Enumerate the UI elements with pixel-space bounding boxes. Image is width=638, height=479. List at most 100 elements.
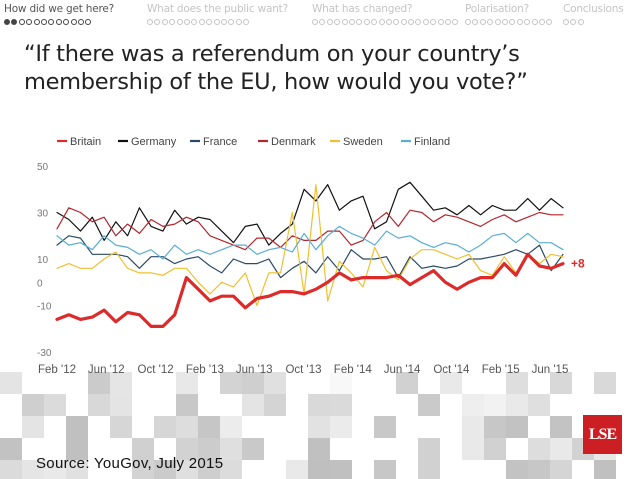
progress-dot xyxy=(26,19,33,25)
nav-section-conclusions[interactable]: Conclusions xyxy=(563,3,624,25)
mosaic-tile xyxy=(506,394,528,416)
nav-progress-dots xyxy=(312,19,459,25)
progress-dot xyxy=(430,19,437,25)
x-tick-label: Feb '13 xyxy=(186,364,224,376)
mosaic-tile xyxy=(154,460,176,479)
mosaic-tile xyxy=(110,372,132,394)
mosaic-tile xyxy=(440,372,462,394)
progress-dot xyxy=(220,19,227,25)
mosaic-tile xyxy=(528,460,550,479)
mosaic-tile xyxy=(22,460,44,479)
mosaic-tile xyxy=(22,416,44,438)
mosaic-tile xyxy=(462,416,484,438)
slide-title-line-2: membership of the EU, how would you vote… xyxy=(24,69,528,95)
mosaic-tile xyxy=(132,438,154,460)
progress-dot xyxy=(509,19,516,25)
progress-dot xyxy=(147,19,153,25)
progress-dot xyxy=(319,19,326,25)
mosaic-tile xyxy=(176,394,198,416)
mosaic-tile xyxy=(220,372,242,394)
progress-dot xyxy=(4,19,10,25)
x-tick-label: Feb '12 xyxy=(38,364,76,376)
nav-progress-dots xyxy=(465,19,553,25)
progress-dot xyxy=(472,19,479,25)
nav-section-how-did-we-get-here[interactable]: How did we get here? xyxy=(4,3,114,25)
mosaic-tile xyxy=(176,460,198,479)
mosaic-tile xyxy=(594,460,616,479)
mosaic-tile xyxy=(462,394,484,416)
mosaic-tile xyxy=(484,394,506,416)
progress-dot xyxy=(63,19,70,25)
mosaic-tile xyxy=(396,372,418,394)
x-tick-label: Feb '14 xyxy=(334,364,373,376)
mosaic-tile xyxy=(220,460,242,479)
x-tick-label: Jun '13 xyxy=(236,364,273,376)
progress-dot xyxy=(452,19,459,25)
mosaic-tile xyxy=(550,372,572,394)
progress-dot xyxy=(524,19,531,25)
progress-dot xyxy=(393,19,400,25)
mosaic-tile xyxy=(550,460,572,479)
nav-section-public-want[interactable]: What does the public want? xyxy=(147,3,288,25)
progress-dot xyxy=(243,19,250,25)
mosaic-tile xyxy=(242,394,264,416)
progress-dot xyxy=(501,19,508,25)
mosaic-tile xyxy=(220,416,242,438)
mosaic-tile xyxy=(176,372,198,394)
progress-dot xyxy=(445,19,452,25)
progress-dot xyxy=(48,19,55,25)
mosaic-tile xyxy=(66,460,88,479)
progress-dot xyxy=(33,19,40,25)
mosaic-tile xyxy=(198,416,220,438)
lse-logo: LSE xyxy=(583,415,622,454)
mosaic-tile xyxy=(22,394,44,416)
progress-dot xyxy=(415,19,422,25)
progress-dot xyxy=(363,19,370,25)
progress-dot xyxy=(312,19,318,25)
series-line-germany xyxy=(56,181,564,246)
progress-dot xyxy=(400,19,407,25)
x-tick-label: Feb '15 xyxy=(482,364,520,376)
progress-dot xyxy=(487,19,494,25)
mosaic-tile xyxy=(0,438,22,460)
nav-section-label: Polarisation? xyxy=(465,3,529,15)
mosaic-tile xyxy=(198,438,220,460)
nav-section-label: What does the public want? xyxy=(147,3,288,15)
legend-label: Denmark xyxy=(271,136,316,148)
progress-dot xyxy=(570,19,577,25)
progress-dot xyxy=(437,19,444,25)
y-tick-label: 10 xyxy=(37,255,49,266)
decorative-tile-mosaic xyxy=(0,372,638,479)
mosaic-tile xyxy=(418,460,440,479)
x-tick-label: Oct '14 xyxy=(433,364,470,376)
mosaic-tile xyxy=(330,460,352,479)
series-line-sweden xyxy=(56,184,564,307)
progress-dot xyxy=(213,19,220,25)
mosaic-tile xyxy=(0,372,22,394)
series-line-finland xyxy=(56,225,564,260)
mosaic-tile xyxy=(0,460,22,479)
mosaic-tile xyxy=(242,372,264,394)
progress-dot xyxy=(161,19,168,25)
mosaic-tile xyxy=(594,372,616,394)
series-line-france xyxy=(56,235,564,279)
lse-logo-text: LSE xyxy=(588,425,617,443)
mosaic-tile xyxy=(44,394,66,416)
source-note: Source: YouGov, July 2015 xyxy=(36,455,224,472)
progress-dot xyxy=(408,19,415,25)
progress-dot xyxy=(85,19,92,25)
nav-section-what-has-changed[interactable]: What has changed? xyxy=(312,3,459,25)
progress-dot xyxy=(356,19,363,25)
mosaic-tile xyxy=(154,416,176,438)
legend-label: Germany xyxy=(131,136,177,148)
nav-section-label: What has changed? xyxy=(312,3,413,15)
progress-dot xyxy=(334,19,341,25)
progress-dot xyxy=(169,19,176,25)
progress-dot xyxy=(531,19,538,25)
progress-dot xyxy=(228,19,235,25)
mosaic-tile xyxy=(330,394,352,416)
progress-dot xyxy=(341,19,348,25)
mosaic-tile xyxy=(528,438,550,460)
nav-section-polarisation[interactable]: Polarisation? xyxy=(465,3,553,25)
mosaic-tile xyxy=(308,438,330,460)
